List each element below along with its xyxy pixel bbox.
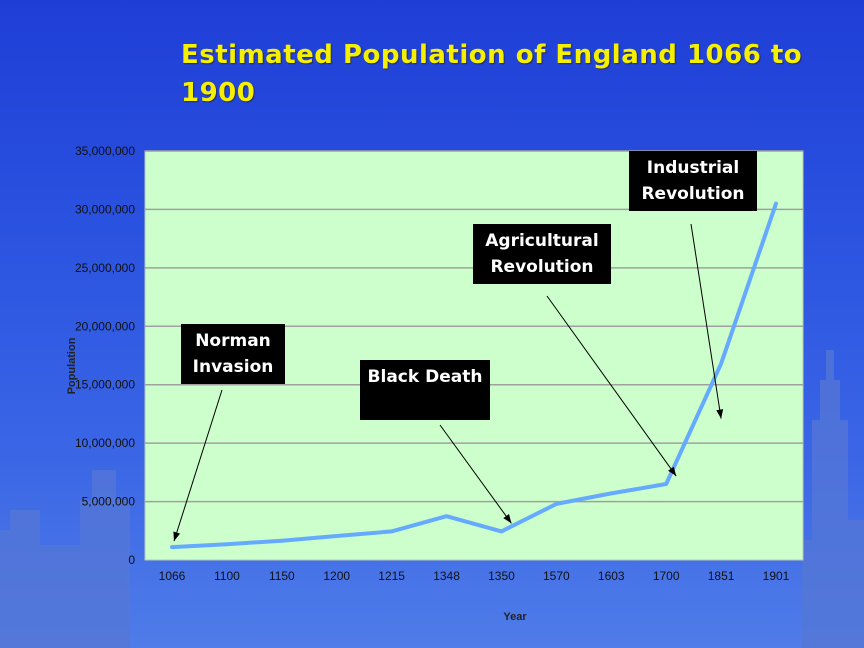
annotation-text: Revolution [490,257,594,277]
x-axis: 1066 1100 1150 1200 1215 1348 1350 1570 1603 1700… [159,569,790,583]
annotation-box: Industrial Revolution [629,151,757,211]
y-tick-label: 25,000,000 [75,261,135,275]
x-tick-label: 1348 [433,569,460,583]
chart-title: Estimated Population of England 1066 to … [181,40,803,108]
annotation-arrowhead [716,409,724,419]
annotation-text: Revolution [641,184,745,204]
annotation-box: Agricultural Revolution [473,224,611,284]
x-tick-label: 1200 [323,569,350,583]
x-tick-label: 1150 [269,569,295,583]
x-tick-label: 1215 [378,569,405,583]
x-tick-label: 1570 [543,569,570,583]
y-tick-label: 5,000,000 [82,495,136,509]
annotation-arrow [546,295,677,477]
annotation-arrowhead [503,514,512,524]
x-tick-label: 1100 [214,569,240,583]
annotation-arrow [690,223,722,419]
annotation-arrowhead [173,531,181,542]
annotation-text: Agricultural [485,231,599,251]
annotation-arrowhead [668,466,677,477]
x-tick-label: 1700 [653,569,680,583]
population-series-line [170,201,778,550]
annotation-arrow [439,424,512,524]
y-tick-label: 35,000,000 [75,144,135,158]
y-axis-label: Population [66,337,78,394]
y-tick-label: 10,000,000 [75,436,135,450]
annotation-box: Norman Invasion [181,324,285,384]
x-tick-label: 1603 [598,569,625,583]
x-tick-label: 1066 [159,569,186,583]
x-tick-label: 1350 [488,569,515,583]
y-tick-label: 30,000,000 [75,202,135,216]
x-tick-label: 1901 [763,569,790,583]
x-axis-label: Year [503,611,527,623]
annotation-arrow [173,389,223,542]
y-tick-label: 15,000,000 [75,378,135,392]
annotation-arrows [173,223,724,542]
annotation-text: Industrial [646,158,740,178]
y-axis: 0 5,000,000 10,000,000 15,000,000 20,000,000… [75,144,135,567]
annotation-text: Black Death [367,367,483,387]
annotation-text: Invasion [192,357,274,377]
annotation-text: Norman [195,331,271,351]
annotation-box: Black Death [360,360,490,420]
y-tick-label: 0 [128,553,135,567]
y-tick-label: 20,000,000 [75,319,135,333]
x-tick-label: 1851 [708,569,735,583]
